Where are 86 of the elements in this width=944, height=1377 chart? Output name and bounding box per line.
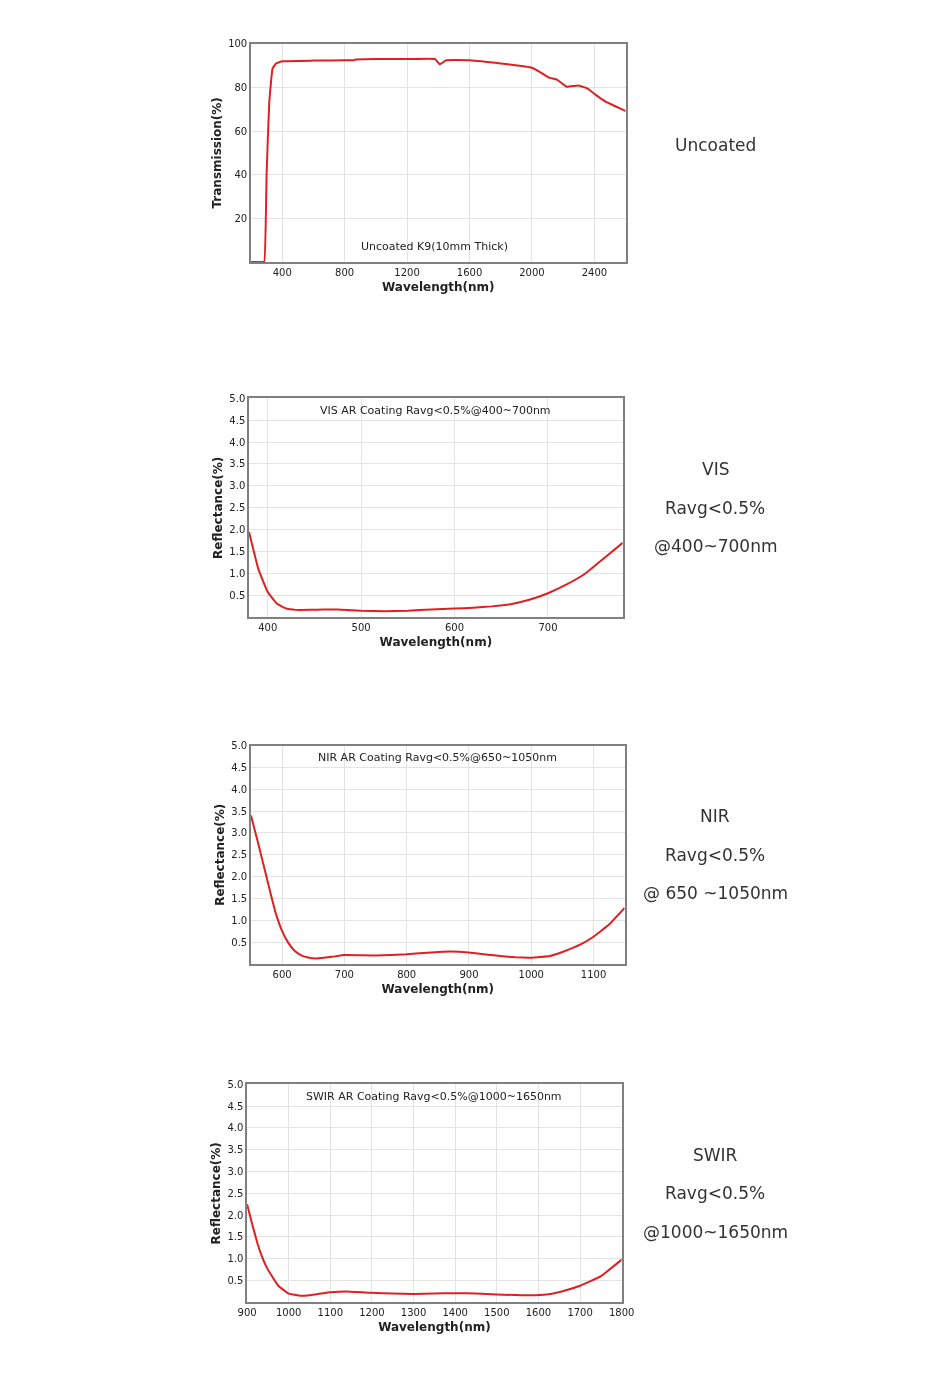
y-tick-label: 4.5 — [229, 414, 246, 426]
x-tick-label: 700 — [334, 968, 354, 980]
text: Ravg<0.5% — [665, 498, 766, 518]
y-tick-label: 2.5 — [227, 1187, 244, 1199]
y-tick-label: 2.5 — [231, 849, 248, 861]
y-tick-label: 40 — [234, 169, 248, 181]
text: Uncoated — [675, 135, 757, 155]
y-tick-label: 3.5 — [231, 805, 248, 817]
x-tick-label: 900 — [459, 968, 479, 980]
line-series — [250, 814, 625, 960]
y-tick-label: 2.0 — [227, 1209, 244, 1221]
y-tick-label: 0.5 — [227, 1275, 244, 1287]
x-tick-label: 1600 — [525, 1307, 552, 1319]
text: NIR AR Coating Ravg<0.5%@650~1050nm — [318, 751, 557, 764]
y-axis-title: Reflectance(%) — [213, 803, 228, 906]
y-axis-title: Reflectance(%) — [211, 456, 226, 559]
y-tick-label: 2.0 — [229, 524, 246, 536]
y-tick-label: 1.0 — [229, 568, 246, 580]
x-tick-label: 1200 — [359, 1307, 385, 1319]
y-tick-label: 1.0 — [227, 1253, 244, 1265]
x-axis-title: Wavelength(nm) — [382, 280, 495, 295]
x-tick-label: 800 — [397, 968, 417, 980]
y-tick-label: 5.0 — [231, 740, 248, 752]
y-tick-label: 1.5 — [229, 546, 246, 558]
y-tick-label: 3.0 — [227, 1166, 244, 1177]
line-series — [247, 1203, 622, 1297]
y-tick-label: 3.0 — [231, 827, 248, 839]
x-tick-label: 2400 — [581, 266, 608, 278]
y-tick-label: 3.5 — [229, 458, 246, 470]
x-tick-label: 1000 — [518, 968, 544, 980]
y-tick-label: 4.5 — [227, 1100, 244, 1112]
y-tick-label: 1.0 — [231, 914, 248, 926]
y-tick-label: 2.5 — [229, 502, 246, 514]
annotation: Uncoated K9(10mm Thick) — [361, 240, 508, 253]
x-tick-label: 900 — [237, 1307, 257, 1319]
y-tick-label: 100 — [228, 38, 248, 50]
x-tick-label: 1600 — [456, 266, 483, 278]
text: @400~700nm — [654, 536, 778, 556]
x-tick-label: 400 — [258, 622, 278, 634]
text: Ravg<0.5% — [665, 845, 766, 865]
x-tick-label: 600 — [272, 968, 292, 980]
y-tick-label: 4.0 — [227, 1122, 244, 1134]
x-tick-label: 600 — [445, 622, 465, 634]
y-axis-title: Transmission(%) — [209, 97, 224, 209]
y-tick-label: 80 — [234, 81, 248, 93]
y-tick-label: 1.5 — [231, 892, 248, 904]
y-tick-label: 5.0 — [229, 392, 246, 404]
x-axis-title: Wavelength(nm) — [378, 1320, 491, 1335]
x-tick-label: 400 — [272, 266, 292, 278]
x-tick-label: 1200 — [394, 266, 420, 278]
x-tick-label: 2000 — [519, 266, 545, 278]
y-tick-label: 4.5 — [231, 762, 248, 774]
x-tick-label: 1300 — [400, 1307, 427, 1319]
x-tick-label: 800 — [335, 266, 355, 278]
text: VIS AR Coating Ravg<0.5%@400~700nm — [320, 404, 551, 417]
y-tick-label: 3.5 — [227, 1144, 244, 1156]
y-tick-label: 3.0 — [229, 480, 246, 492]
y-tick-label: 20 — [234, 212, 248, 224]
text: Ravg<0.5% — [665, 1183, 766, 1203]
y-tick-label: 1.5 — [227, 1231, 244, 1243]
text: SWIR AR Coating Ravg<0.5%@1000~1650nm — [306, 1090, 562, 1103]
x-tick-label: 1000 — [275, 1307, 302, 1319]
line-series — [250, 57, 626, 262]
y-tick-label: 5.0 — [227, 1078, 244, 1090]
x-tick-label: 1500 — [484, 1307, 510, 1319]
y-tick-label: 4.0 — [231, 783, 248, 795]
x-axis-title: Wavelength(nm) — [381, 981, 495, 996]
text: NIR — [700, 806, 730, 826]
y-tick-label: 60 — [234, 125, 248, 137]
x-tick-label: 500 — [351, 622, 371, 634]
y-tick-label: 0.5 — [229, 589, 246, 601]
text: VIS — [702, 459, 730, 479]
text: SWIR — [693, 1145, 738, 1165]
x-tick-label: 1100 — [317, 1307, 344, 1319]
y-tick-label: 4.0 — [229, 436, 246, 448]
x-tick-label: 1800 — [608, 1307, 635, 1319]
x-tick-label: 1700 — [567, 1307, 593, 1319]
y-tick-label: 0.5 — [231, 936, 248, 948]
x-tick-label: 1100 — [580, 968, 607, 980]
x-tick-label: 700 — [538, 622, 558, 634]
text: @1000~1650nm — [643, 1222, 789, 1242]
text: @ 650 ~1050nm — [643, 883, 789, 903]
y-axis-title: Reflectance(%) — [209, 1142, 224, 1245]
x-tick-label: 1400 — [442, 1307, 468, 1319]
y-tick-label: 2.0 — [231, 871, 248, 883]
x-axis-title: Wavelength(nm) — [379, 635, 493, 650]
